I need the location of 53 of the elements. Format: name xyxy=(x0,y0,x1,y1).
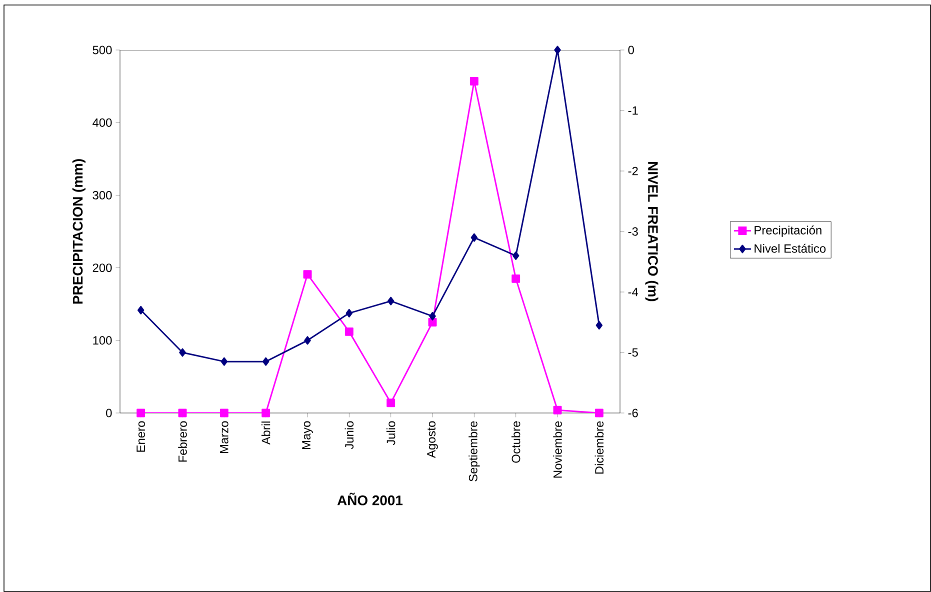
y-tick-label: 200 xyxy=(92,264,112,272)
point xyxy=(470,233,478,242)
x-tick-label: Abril xyxy=(261,422,270,445)
legend-label: Precipitación xyxy=(754,226,822,237)
point xyxy=(554,46,561,54)
point xyxy=(303,270,312,279)
point xyxy=(553,406,562,414)
y-tick-label: 300 xyxy=(92,190,112,200)
point xyxy=(178,408,187,418)
point xyxy=(262,408,270,418)
x-tick-label: Agosto xyxy=(427,421,438,458)
point xyxy=(594,408,604,418)
point xyxy=(136,408,146,418)
y2-tick-label: 0 xyxy=(628,46,634,54)
x-tick-label: Marzo xyxy=(220,421,228,454)
y-tick-label: 400 xyxy=(92,118,112,127)
point xyxy=(470,76,478,86)
point xyxy=(344,327,354,336)
y2-axis-title: NIVEL FREATICO (m) xyxy=(645,162,658,302)
point xyxy=(429,312,436,320)
x-tick-label: Febrero xyxy=(178,421,187,462)
y2-tick-label: -1 xyxy=(628,106,638,115)
x-tick-label: Octubre xyxy=(511,421,520,463)
y2-tick-label: -2 xyxy=(628,166,638,176)
y2-tick-label: -5 xyxy=(628,348,638,357)
point xyxy=(346,308,353,318)
x-tick-label: Junio xyxy=(344,421,354,450)
point xyxy=(387,296,394,306)
x-tick-label: Julio xyxy=(386,421,396,446)
y-tick-label: 0 xyxy=(106,408,112,418)
x-tick-label: Enero xyxy=(136,421,145,452)
point xyxy=(137,306,144,314)
point xyxy=(596,321,603,330)
point xyxy=(512,274,520,283)
y-tick-label: 500 xyxy=(92,46,112,54)
point xyxy=(220,357,228,366)
y-axis-title: PRECIPITACION (mm) xyxy=(72,159,86,304)
legend-label: Nivel Estático xyxy=(754,244,826,253)
y2-tick-label: -3 xyxy=(628,227,638,236)
x-tick-label: Mayo xyxy=(302,421,313,450)
x-tick-label: Noviembre xyxy=(553,421,562,478)
point xyxy=(179,348,186,357)
point xyxy=(512,251,520,260)
x-axis-title: AÑO 2001 xyxy=(337,492,403,506)
point xyxy=(220,408,228,418)
y-tick-label: 100 xyxy=(93,336,112,345)
point xyxy=(262,357,270,366)
x-tick-label: Diciembre xyxy=(594,421,604,474)
y2-tick-label: -4 xyxy=(628,288,638,296)
y2-tick-label: -6 xyxy=(628,408,638,418)
x-tick-label: Septiembre xyxy=(468,421,480,482)
point xyxy=(386,398,396,408)
point xyxy=(304,336,311,345)
